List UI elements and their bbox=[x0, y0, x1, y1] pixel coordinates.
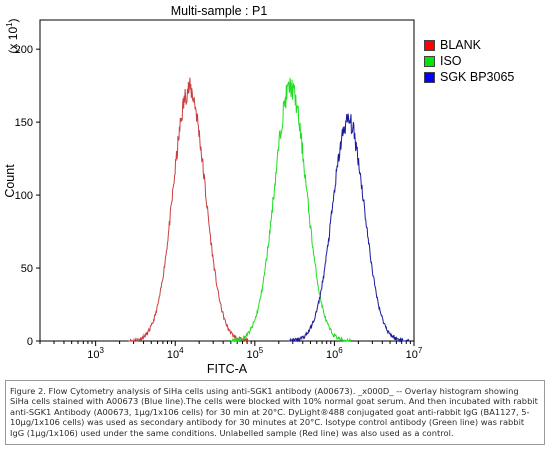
x-tick-exponent: 4 bbox=[179, 346, 184, 355]
x-tick-label: 104 bbox=[167, 346, 184, 361]
x-tick-label: 106 bbox=[326, 346, 343, 361]
x-tick-label: 103 bbox=[87, 346, 104, 361]
y-tick-label: 150 bbox=[15, 117, 33, 129]
x-tick-label: 105 bbox=[246, 346, 263, 361]
multiplier-base: (x 10 bbox=[6, 27, 20, 54]
multiplier-exponent: 1 bbox=[5, 22, 14, 27]
x-tick-exponent: 7 bbox=[418, 346, 423, 355]
y-tick-label: 200 bbox=[15, 44, 33, 56]
y-axis-label: Count bbox=[3, 164, 17, 198]
y-tick-label: 100 bbox=[15, 190, 33, 202]
plot-frame bbox=[39, 19, 415, 342]
y-axis: 0 50 100 150 200 bbox=[15, 44, 40, 348]
x-tick-base: 10 bbox=[406, 349, 418, 361]
x-tick-base: 10 bbox=[326, 349, 338, 361]
y-multiplier-label: (x 101) bbox=[5, 18, 20, 53]
multiplier-close: ) bbox=[6, 18, 20, 22]
figure-caption: Figure 2. Flow Cytometry analysis of SiH… bbox=[5, 380, 545, 445]
y-multiplier-text: (x 101) bbox=[5, 18, 20, 53]
histogram-chart: Multi-sample : P1 (x 101) 0 50 100 150 200 1… bbox=[3, 4, 423, 375]
x-axis-label: FITC-A bbox=[207, 362, 248, 375]
x-tick-base: 10 bbox=[167, 349, 179, 361]
x-tick-base: 10 bbox=[246, 349, 258, 361]
x-tick-exponent: 6 bbox=[338, 346, 343, 355]
legend-swatch-blank bbox=[424, 40, 435, 51]
series-line-sgk-bp3065 bbox=[287, 113, 410, 343]
legend-swatch-sgk bbox=[424, 72, 435, 83]
chart-title: Multi-sample : P1 bbox=[171, 4, 268, 18]
series-line-blank bbox=[128, 77, 250, 343]
legend-label-iso: ISO bbox=[440, 54, 462, 68]
legend-label-blank: BLANK bbox=[440, 38, 481, 52]
x-axis: 103 104 105 106 107 bbox=[39, 341, 423, 361]
y-tick-label: 50 bbox=[21, 263, 33, 275]
x-tick-label: 107 bbox=[406, 346, 423, 361]
x-tick-base: 10 bbox=[87, 349, 99, 361]
x-tick-exponent: 3 bbox=[100, 346, 105, 355]
y-tick-label: 0 bbox=[27, 336, 33, 348]
series-line-iso bbox=[229, 77, 352, 343]
legend-label-sgk: SGK BP3065 bbox=[440, 70, 515, 84]
series-lines bbox=[128, 77, 410, 343]
x-tick-exponent: 5 bbox=[259, 346, 264, 355]
legend-swatch-iso bbox=[424, 56, 435, 67]
